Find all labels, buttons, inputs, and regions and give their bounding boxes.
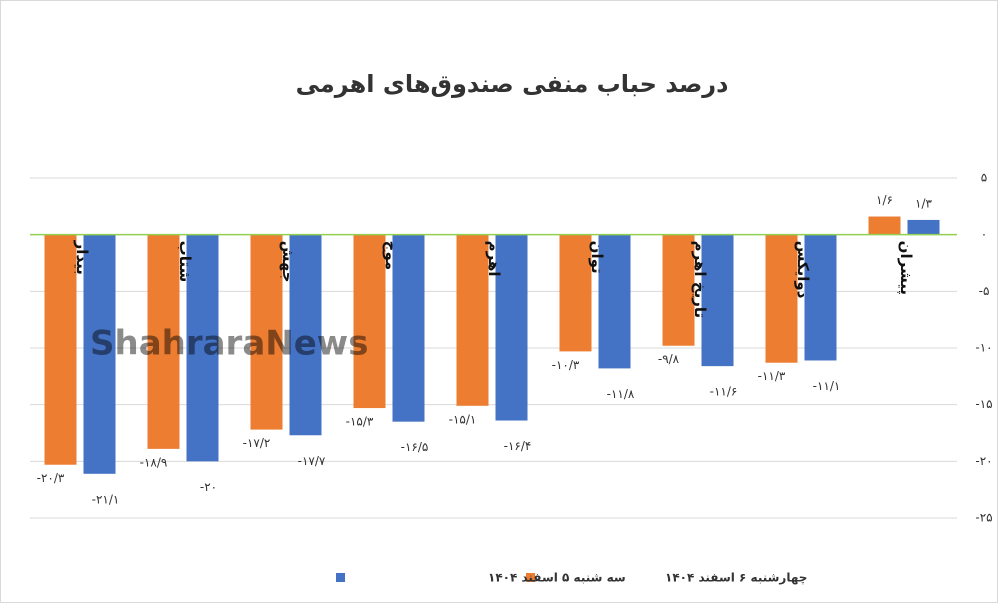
data-label: -۱۰/۳	[552, 358, 580, 372]
y-tick-label: -۵	[979, 284, 990, 298]
bar	[456, 234, 489, 406]
x-tick-label: تاریخ اهرم	[691, 241, 709, 318]
legend-swatch	[526, 573, 535, 582]
bar	[250, 234, 283, 430]
bar	[495, 234, 528, 421]
data-label: -۲۰/۳	[37, 471, 65, 485]
bar	[765, 234, 798, 363]
data-label: -۱۵/۳	[346, 415, 374, 429]
bar	[83, 234, 116, 474]
x-tick-label: جهش	[279, 241, 297, 283]
x-tick-label: پیشران	[896, 241, 915, 295]
x-tick-label: شتاب	[176, 241, 194, 283]
data-label: -۹/۸	[658, 352, 680, 366]
bar	[353, 234, 386, 409]
y-tick-label: -۲۵	[975, 511, 992, 525]
x-tick-label: بیدار	[73, 240, 91, 275]
data-label: ۱/۳	[915, 196, 932, 210]
bar	[392, 234, 425, 422]
data-label: -۱۱/۳	[758, 369, 786, 383]
bar	[147, 234, 180, 449]
data-label: -۱۷/۷	[298, 454, 326, 468]
watermark: ShahraraNews	[90, 324, 368, 364]
x-tick-label: دوایکس	[794, 241, 812, 299]
bar	[559, 234, 592, 352]
legend-label: چهارشنبه ۶ اسفند ۱۴۰۴	[665, 571, 807, 585]
y-tick-label: -۲۰	[975, 454, 992, 468]
x-tick-label: موج	[382, 241, 400, 271]
data-label: -۱۵/۱	[449, 412, 477, 426]
data-label: -۱۶/۴	[504, 439, 532, 453]
data-label: -۱۶/۵	[401, 440, 429, 454]
data-label: -۱۱/۶	[710, 385, 738, 399]
bar	[662, 234, 695, 346]
chart-title: درصد حباب منفی صندوق‌های اهرمی	[296, 70, 729, 98]
data-label: -۱۷/۲	[243, 436, 271, 450]
legend-label: سه شنبه ۵ اسفند ۱۴۰۴	[488, 571, 626, 585]
bar	[701, 234, 734, 367]
data-label: -۲۰	[200, 480, 217, 494]
bar	[186, 234, 219, 462]
y-tick-label: ۰	[981, 227, 987, 241]
bar	[289, 234, 322, 436]
data-label: -۱۸/۹	[140, 455, 168, 469]
data-label: -۲۱/۱	[92, 492, 120, 506]
x-tick-label: اهرم	[485, 241, 503, 277]
y-tick-label: ۵	[981, 171, 987, 185]
y-tick-label: -۱۵	[975, 397, 992, 411]
bar	[44, 234, 77, 465]
bar	[907, 219, 940, 235]
data-label: ۱/۶	[876, 193, 893, 207]
data-label: -۱۱/۱	[813, 379, 841, 393]
bar	[598, 234, 631, 369]
x-tick-label: توان	[588, 241, 606, 274]
legend-swatch	[336, 573, 345, 582]
bar	[804, 234, 837, 361]
data-label: -۱۱/۸	[607, 387, 635, 401]
bar	[868, 216, 901, 235]
y-tick-label: -۱۰	[975, 341, 992, 355]
